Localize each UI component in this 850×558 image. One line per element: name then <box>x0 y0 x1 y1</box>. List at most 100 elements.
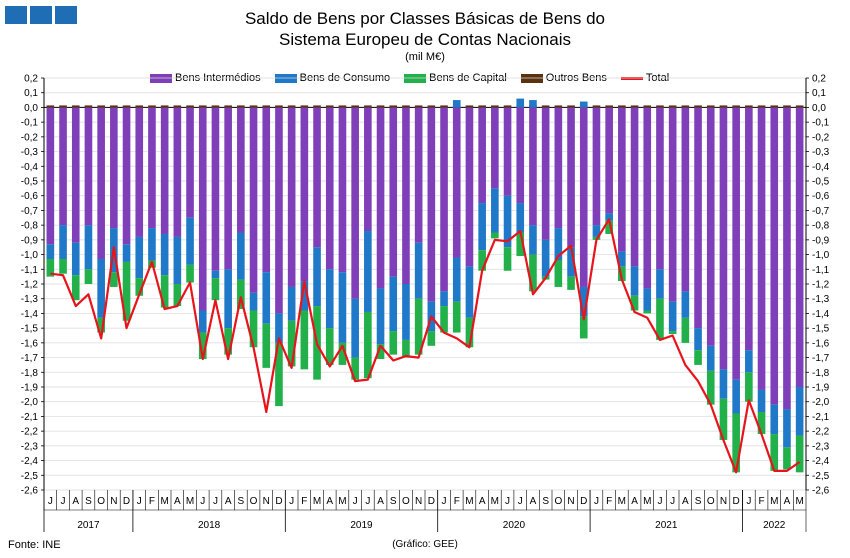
y-tick-label-left: -2,1 <box>21 412 39 423</box>
y-tick-label-left: -0,9 <box>21 235 39 246</box>
bar-outros-marker <box>84 105 93 108</box>
bar-consumo <box>567 247 575 277</box>
y-tick-label-right: -2,1 <box>812 412 830 423</box>
x-month-label: S <box>238 496 245 507</box>
bar-capital <box>338 342 347 365</box>
bar-intermedios <box>59 107 67 226</box>
bar-outros-marker <box>567 105 575 108</box>
y-tick-label-right: -1,7 <box>812 353 830 364</box>
bar-capital <box>237 279 245 310</box>
bar-capital <box>605 220 613 234</box>
bar-capital <box>414 298 423 355</box>
bar-consumo <box>249 292 258 311</box>
bar-consumo <box>198 310 207 333</box>
y-tick-label-left: -1,0 <box>21 250 39 261</box>
bar-outros-marker <box>71 105 80 108</box>
bar-outros-marker <box>795 105 804 108</box>
bar-capital <box>770 434 779 471</box>
bar-consumo <box>745 350 753 373</box>
bar-capital <box>275 342 283 407</box>
x-month-label: J <box>442 496 447 507</box>
x-month-label: A <box>72 496 79 507</box>
bar-outros-marker <box>211 105 220 108</box>
y-tick-label-left: -2,4 <box>21 456 39 467</box>
bar-capital <box>630 295 639 311</box>
bar-intermedios <box>287 107 296 287</box>
bar-capital <box>491 232 499 239</box>
bar-outros-marker <box>465 105 474 108</box>
y-tick-label-right: 0,1 <box>812 88 826 99</box>
bar-outros-marker <box>478 105 486 108</box>
bar-intermedios <box>71 107 80 243</box>
bar-consumo <box>122 244 131 262</box>
x-month-label: D <box>123 496 130 507</box>
bar-consumo <box>757 389 766 413</box>
bar-consumo <box>656 269 664 299</box>
bar-capital <box>224 328 232 355</box>
bar-intermedios <box>351 107 359 299</box>
x-month-label: M <box>643 496 651 507</box>
x-month-label: S <box>695 496 702 507</box>
x-month-label: M <box>465 496 473 507</box>
bar-capital <box>681 317 690 343</box>
bar-consumo <box>376 288 385 345</box>
y-tick-label-left: 0,0 <box>24 103 38 114</box>
bar-outros-marker <box>732 105 740 108</box>
bar-capital <box>618 266 626 282</box>
x-month-label: A <box>225 496 232 507</box>
bar-intermedios <box>122 107 131 245</box>
bar-intermedios <box>491 107 499 189</box>
x-month-label: F <box>758 496 764 507</box>
y-tick-label-right: 0,2 <box>812 74 826 85</box>
y-tick-label-right: -1,6 <box>812 338 830 349</box>
chart-title-line1: Saldo de Bens por Classes Básicas de Ben… <box>244 9 606 28</box>
bar-intermedios <box>402 107 410 284</box>
y-tick-label-left: -2,0 <box>21 397 39 408</box>
bar-outros-marker <box>668 105 677 108</box>
bar-consumo <box>338 272 347 343</box>
bar-capital <box>364 311 372 379</box>
x-month-label: J <box>137 496 142 507</box>
y-tick-label-right: -2,0 <box>812 397 830 408</box>
bar-consumo <box>160 233 169 276</box>
bar-consumo <box>46 244 55 259</box>
bar-consumo <box>275 313 283 343</box>
bar-intermedios <box>249 107 258 293</box>
bar-consumo <box>783 409 791 448</box>
bar-capital <box>668 331 677 335</box>
bar-positive <box>529 100 537 108</box>
bar-consumo <box>300 281 309 311</box>
bar-outros-marker <box>681 105 690 108</box>
bar-intermedios <box>516 107 525 204</box>
bar-capital <box>427 331 436 346</box>
x-month-label: O <box>250 496 258 507</box>
bar-consumo <box>605 213 613 221</box>
y-tick-label-left: -2,5 <box>21 471 39 482</box>
x-month-label: J <box>670 496 675 507</box>
bar-consumo <box>135 236 144 279</box>
bar-capital <box>325 328 334 365</box>
x-month-label: F <box>149 496 155 507</box>
bar-capital <box>46 258 55 277</box>
bar-capital <box>122 261 131 321</box>
bar-capital <box>579 316 588 339</box>
bar-intermedios <box>173 107 182 237</box>
bar-consumo <box>732 379 740 414</box>
bar-consumo <box>224 269 232 329</box>
bar-consumo <box>351 298 359 358</box>
x-month-label: J <box>289 496 294 507</box>
x-month-label: A <box>530 496 537 507</box>
x-month-label: D <box>275 496 282 507</box>
bar-outros-marker <box>491 105 499 108</box>
x-month-label: A <box>631 496 638 507</box>
y-tick-label-left: -0,8 <box>21 221 39 232</box>
bar-intermedios <box>783 107 791 410</box>
bar-consumo <box>71 242 80 276</box>
bar-outros-marker <box>287 105 296 108</box>
bar-intermedios <box>211 107 220 271</box>
bar-consumo <box>364 231 372 312</box>
bar-consumo <box>541 239 550 277</box>
x-month-label: M <box>186 496 194 507</box>
x-month-label: O <box>402 496 410 507</box>
y-tick-label-right: -0,8 <box>812 221 830 232</box>
